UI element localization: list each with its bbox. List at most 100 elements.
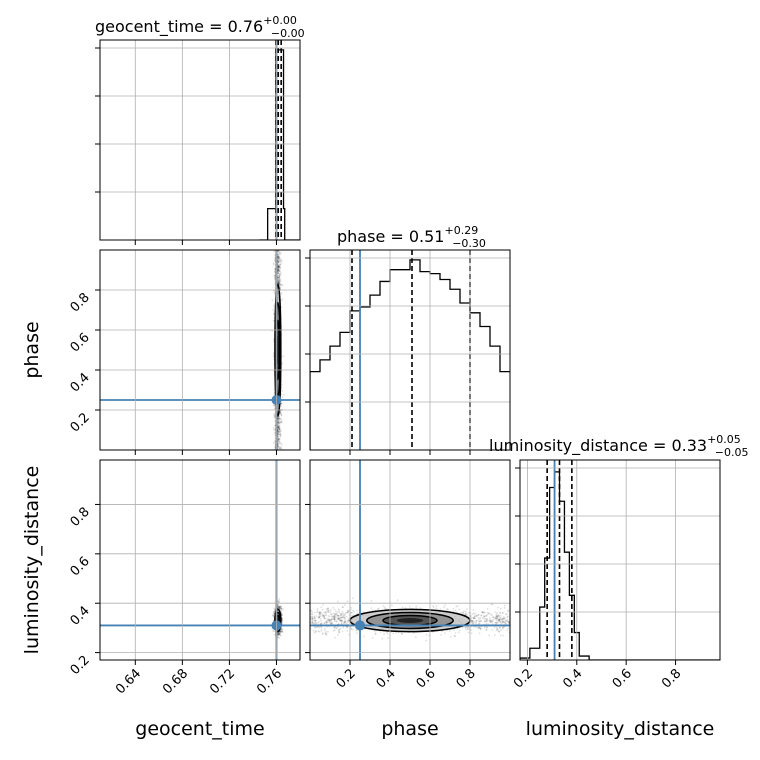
sample-point: [344, 621, 346, 623]
sample-point: [280, 420, 283, 422]
sample-point: [277, 281, 280, 284]
sample-point: [277, 270, 280, 273]
sample-point: [344, 604, 346, 607]
sample-point: [503, 604, 506, 607]
sample-point: [345, 615, 348, 618]
sample-point: [272, 614, 275, 617]
sample-point: [442, 606, 445, 609]
sample-point: [280, 306, 283, 309]
sample-point: [470, 617, 473, 620]
sample-point: [479, 627, 482, 629]
sample-point: [320, 606, 323, 609]
sample-point: [328, 615, 331, 618]
sample-point: [311, 620, 314, 623]
sample-point: [346, 609, 349, 612]
sample-point: [340, 619, 343, 622]
sample-point: [277, 633, 280, 636]
sample-point: [467, 626, 470, 629]
sample-point: [277, 254, 280, 257]
sample-point: [315, 631, 317, 633]
sample-point: [279, 634, 282, 636]
sample-point: [272, 309, 275, 311]
sample-point: [280, 261, 283, 264]
sample-point: [281, 421, 283, 424]
sample-point: [333, 626, 336, 629]
sample-point: [321, 613, 324, 616]
sample-point: [280, 607, 283, 610]
histogram-phase: [310, 259, 510, 450]
panel-frame: [99, 39, 301, 241]
sample-point: [340, 620, 342, 623]
sample-point: [327, 615, 330, 617]
sample-point: [277, 431, 279, 434]
sample-point: [499, 616, 502, 619]
sample-point: [330, 622, 333, 625]
sample-point: [276, 279, 279, 281]
sample-point: [485, 618, 488, 621]
sample-point: [448, 630, 451, 633]
sample-point: [277, 269, 280, 271]
sample-point: [338, 628, 340, 631]
x-tick-label: 0.2: [511, 666, 536, 691]
sample-point: [277, 432, 279, 435]
sample-point: [277, 281, 280, 284]
sample-point: [499, 611, 502, 614]
sample-point: [340, 612, 343, 615]
sample-point: [335, 620, 338, 623]
sample-point: [277, 421, 280, 424]
sample-point: [323, 615, 325, 618]
sample-point: [489, 621, 492, 624]
sample-point: [278, 267, 281, 270]
sample-point: [473, 615, 476, 617]
sample-point: [495, 619, 498, 622]
sample-point: [276, 274, 279, 277]
sample-point: [462, 612, 465, 614]
sample-point: [485, 618, 488, 621]
sample-point: [277, 269, 280, 272]
sample-point: [346, 611, 349, 614]
sample-point: [278, 428, 281, 431]
sample-point: [277, 266, 280, 269]
sample-point: [507, 610, 509, 613]
sample-point: [466, 626, 469, 629]
sample-point: [330, 618, 333, 621]
sample-point: [479, 627, 482, 630]
sample-point: [371, 609, 374, 612]
sample-point: [481, 611, 484, 614]
sample-point: [333, 614, 336, 617]
sample-point: [278, 422, 280, 425]
sample-point: [356, 612, 358, 615]
sample-point: [277, 258, 280, 261]
sample-point: [277, 266, 280, 269]
sample-point: [353, 610, 355, 613]
sample-point: [503, 621, 506, 624]
sample-point: [473, 617, 476, 619]
sample-point: [281, 617, 283, 620]
sample-point: [337, 617, 340, 620]
sample-point: [477, 622, 480, 625]
sample-point: [465, 628, 468, 631]
sample-point: [277, 430, 280, 433]
sample-point: [318, 613, 321, 616]
sample-point: [279, 420, 281, 423]
sample-point: [277, 272, 280, 275]
sample-point: [277, 437, 280, 440]
y-tick-label: 0.4: [68, 370, 93, 395]
sample-point: [502, 620, 504, 623]
sample-point: [343, 614, 345, 617]
sample-point: [281, 613, 283, 616]
sample-point: [272, 428, 275, 431]
sample-point: [280, 271, 282, 274]
sample-point: [273, 274, 276, 277]
sample-point: [278, 280, 281, 283]
sample-point: [435, 605, 438, 608]
sample-point: [277, 433, 280, 436]
sample-point: [495, 621, 497, 624]
sample-point: [277, 281, 280, 283]
sample-point: [333, 618, 336, 621]
sample-point: [347, 617, 350, 620]
sample-point: [324, 614, 327, 617]
sample-point: [318, 626, 321, 629]
sample-point: [272, 611, 275, 614]
sample-point: [330, 622, 332, 625]
